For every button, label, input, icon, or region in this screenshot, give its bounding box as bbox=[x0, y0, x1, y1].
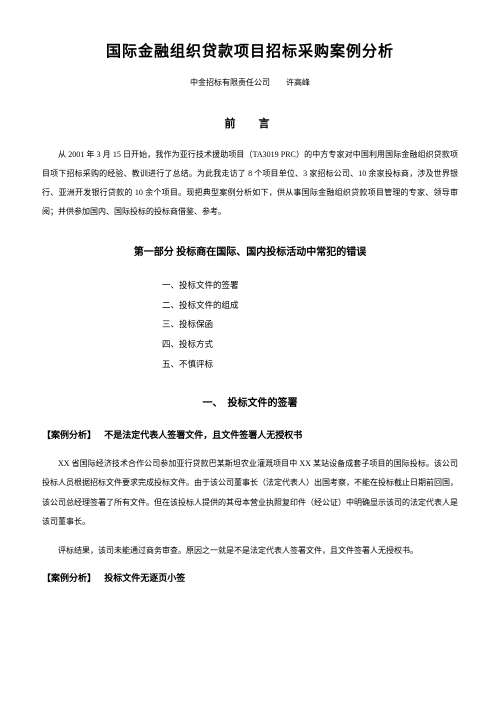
toc-item: 三、投标保函 bbox=[162, 315, 458, 335]
section1-toc: 一、投标文件的签署 二、投标文件的组成 三、投标保函 四、投标方式 五、不慎评标 bbox=[162, 276, 458, 374]
case-desc: 不是法定代表人签署文件，且文件签署人无授权书 bbox=[104, 430, 302, 440]
case1-label: 【案例分析】 不是法定代表人签署文件，且文件签署人无授权书 bbox=[42, 427, 458, 444]
toc-item: 四、投标方式 bbox=[162, 335, 458, 355]
case-tag: 【案例分析】 bbox=[42, 573, 96, 583]
case1-body-p1: XX 省国际经济技术合作公司参加亚行贷款巴某斯坦农业灌溉项目中 XX 某站设备成… bbox=[42, 454, 458, 531]
preface-heading: 前 言 bbox=[42, 114, 458, 135]
document-title: 国际金融组织贷款项目招标采购案例分析 bbox=[42, 38, 458, 67]
subsection-heading: 一、 投标文件的签署 bbox=[42, 394, 458, 413]
case1-body-p2: 评标结果，该司未能通过商务审查。原因之一就是不是法定代表人签署文件，且文件签署人… bbox=[42, 541, 458, 560]
preface-body: 从 2001 年 3 月 15 日开始，我作为亚行技术援助项目（TA3019 P… bbox=[42, 145, 458, 222]
case-desc: 投标文件无逐页小签 bbox=[104, 573, 185, 583]
author-line: 中金招标有限责任公司 许高峰 bbox=[42, 75, 458, 90]
toc-item: 二、投标文件的组成 bbox=[162, 296, 458, 316]
section1-heading: 第一部分 投标商在国际、国内投标活动中常犯的错误 bbox=[42, 243, 458, 262]
case-tag: 【案例分析】 bbox=[42, 430, 96, 440]
case2-label: 【案例分析】 投标文件无逐页小签 bbox=[42, 570, 458, 587]
toc-item: 五、不慎评标 bbox=[162, 355, 458, 375]
toc-item: 一、投标文件的签署 bbox=[162, 276, 458, 296]
